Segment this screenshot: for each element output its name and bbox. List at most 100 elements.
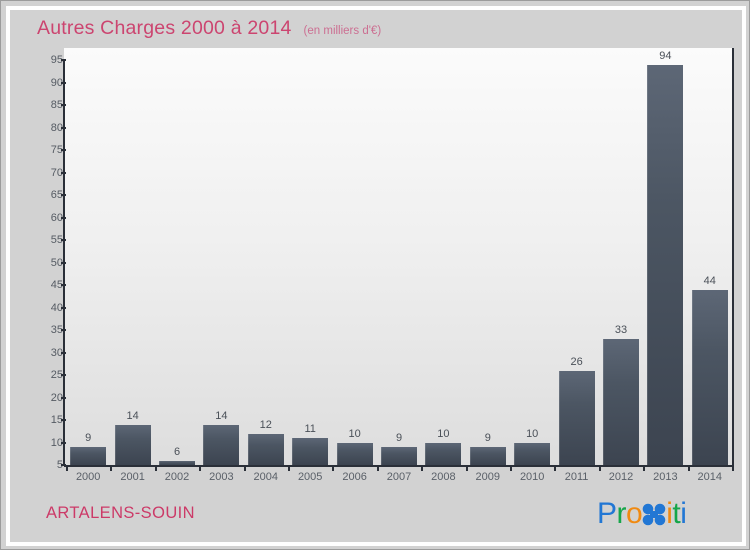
y-axis-tick: 10: [10, 437, 66, 449]
bar[interactable]: [292, 438, 329, 465]
bar[interactable]: [558, 370, 595, 465]
y-axis-tick: 95: [10, 54, 66, 66]
bar[interactable]: [691, 289, 728, 465]
bar[interactable]: [425, 442, 462, 465]
y-axis-tick-mark: [61, 441, 66, 444]
x-axis-tick-mark: [110, 466, 113, 471]
bar-item[interactable]: 6: [159, 10, 195, 465]
bar[interactable]: [203, 424, 240, 465]
y-axis-tick: 50: [10, 257, 66, 269]
bar-value-label: 10: [526, 427, 539, 440]
bar-item[interactable]: 9: [70, 10, 107, 465]
bar[interactable]: [336, 442, 373, 465]
x-axis-tick-label: 2001: [120, 471, 145, 483]
plot-right-border: [732, 48, 734, 466]
y-axis-tick-label: 80: [50, 121, 63, 134]
y-axis-tick-label: 20: [50, 391, 63, 404]
bar[interactable]: [70, 447, 107, 465]
logo-letter: i: [680, 497, 687, 530]
y-axis-tick-label: 90: [50, 76, 63, 89]
y-axis-tick-mark: [61, 194, 66, 196]
bar[interactable]: [647, 64, 684, 465]
x-axis-tick-mark: [243, 466, 246, 471]
bar[interactable]: [603, 339, 639, 465]
y-axis-tick: 40: [10, 302, 66, 314]
y-axis-tick-label: 60: [50, 211, 63, 224]
bar-item[interactable]: 33: [603, 10, 639, 465]
y-axis-tick-mark: [61, 284, 66, 286]
chart-title: Autres Charges 2000 à 2014: [37, 17, 292, 39]
y-axis-tick: 75: [10, 144, 66, 156]
proxiti-logo[interactable]: Pro iti: [597, 497, 687, 531]
x-axis-tick-mark: [332, 466, 335, 471]
y-axis-tick: 55: [10, 234, 66, 246]
bar-value-label: 9: [484, 432, 491, 444]
bar-item[interactable]: 10: [336, 10, 373, 465]
bar-value-label: 10: [348, 427, 361, 440]
logo-letter: o: [626, 497, 643, 530]
bar-item[interactable]: 26: [558, 10, 595, 465]
x-axis-tick-label: 2012: [608, 471, 634, 483]
x-axis-tick-mark: [376, 466, 379, 471]
y-axis-tick-label: 35: [50, 324, 63, 336]
x-axis-tick-mark: [465, 466, 468, 471]
bar-item[interactable]: 14: [114, 10, 151, 465]
x-axis-tick-label: 2005: [297, 471, 323, 483]
bar-item[interactable]: 9: [381, 10, 417, 465]
x-axis-tick-label: 2011: [564, 471, 589, 483]
bar-item[interactable]: 12: [247, 10, 284, 465]
bar-item[interactable]: 10: [425, 10, 462, 465]
y-axis-tick-label: 85: [50, 99, 63, 111]
y-axis-tick-label: 30: [50, 346, 63, 359]
x-axis-tick-label: 2014: [697, 471, 723, 483]
bar-value-label: 10: [437, 427, 450, 440]
x-axis-tick-mark: [732, 466, 734, 471]
bar-value-label: 9: [395, 432, 403, 444]
y-axis-tick: 80: [10, 122, 66, 134]
bar[interactable]: [114, 424, 151, 465]
x-axis-tick-mark: [154, 466, 157, 471]
bar[interactable]: [469, 447, 506, 465]
x-axis-tick-mark: [554, 466, 557, 471]
y-axis-tick-label: 10: [50, 436, 63, 449]
x-axis-tick-mark: [288, 466, 290, 471]
y-axis-tick-mark: [61, 216, 66, 219]
bar-item[interactable]: 94: [647, 10, 684, 465]
chart-header: Autres Charges 2000 à 2014 (en milliers …: [37, 17, 381, 43]
x-axis-tick-mark: [598, 466, 601, 471]
y-axis-tick: 35: [10, 324, 66, 336]
bar-value-label: 14: [126, 409, 139, 422]
bar-value-label: 94: [659, 49, 672, 62]
y-axis-tick-mark: [61, 306, 66, 309]
y-axis-tick-mark: [61, 261, 66, 264]
x-axis-tick-label: 2013: [653, 471, 678, 483]
bar-item[interactable]: 9: [469, 10, 506, 465]
x-axis-line: [64, 465, 734, 467]
entity-name: ARTALENS-SOUIN: [46, 504, 195, 522]
x-axis-tick-label: 2000: [75, 471, 101, 483]
logo-letter: t: [672, 497, 681, 530]
bar-value-label: 11: [304, 423, 316, 435]
logo-letter: i: [666, 497, 673, 530]
bar-item[interactable]: 11: [292, 10, 329, 465]
y-axis-tick: 20: [10, 392, 66, 404]
bar-item[interactable]: 44: [691, 10, 728, 465]
bar-item[interactable]: 14: [203, 10, 240, 465]
x-axis-tick-label: 2004: [253, 471, 279, 483]
bar[interactable]: [514, 442, 551, 465]
bar[interactable]: [159, 460, 195, 465]
chart-frame: Autres Charges 2000 à 2014 (en milliers …: [6, 6, 746, 546]
bar-value-label: 14: [215, 409, 228, 422]
y-axis-tick-mark: [61, 171, 66, 174]
x-axis-tick-label: 2009: [475, 471, 501, 483]
bar-item[interactable]: 10: [514, 10, 551, 465]
y-axis-tick: 5: [10, 459, 66, 471]
bar[interactable]: [381, 447, 417, 465]
x-axis-tick-mark: [421, 466, 424, 471]
y-axis-tick-label: 5: [56, 459, 63, 471]
y-axis-tick: 25: [10, 369, 66, 381]
bar[interactable]: [247, 433, 284, 465]
x-axis-tick-mark: [199, 466, 202, 471]
x-axis-tick-label: 2007: [386, 471, 412, 483]
